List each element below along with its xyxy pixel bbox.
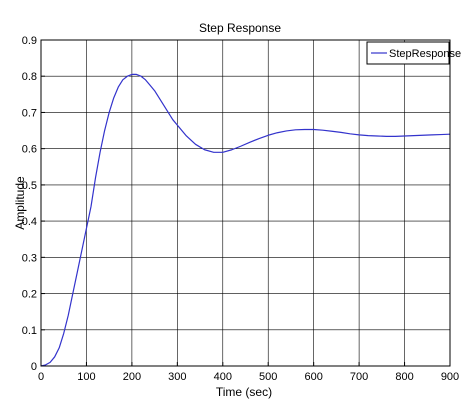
chart-title: Step Response (199, 21, 281, 35)
x-axis-label: Time (sec) (216, 385, 272, 399)
y-axis-label: Amplitude (13, 176, 27, 230)
x-tick-label: 300 (168, 371, 186, 383)
series-line-stepresponse (40, 73, 451, 367)
legend-label-stepresponse: StepResponse (389, 48, 461, 60)
y-tick-label: 0.2 (22, 289, 37, 301)
x-tick-label: 600 (304, 371, 322, 383)
y-tick-label: 0.3 (22, 252, 37, 264)
y-tick-label: 0.7 (22, 107, 37, 119)
x-tick-label: 500 (259, 371, 277, 383)
axis-ticks: 0 100 200 300 400 500 600 700 800 900 0 0.1 0.2 0.3 0.… (22, 35, 459, 383)
x-tick-label: 0 (38, 371, 44, 383)
series-layer (40, 73, 451, 367)
x-tick-label: 700 (350, 371, 368, 383)
grid-lines (41, 40, 450, 366)
y-tick-label: 0.6 (22, 144, 37, 156)
y-tick-label: 0 (31, 361, 37, 373)
x-tick-label: 100 (77, 371, 95, 383)
x-tick-label: 800 (395, 371, 413, 383)
x-tick-label: 200 (123, 371, 141, 383)
plot-area-frame (40, 39, 451, 367)
y-tick-label: 0.5 (22, 180, 37, 192)
y-tick-label: 0.1 (22, 325, 37, 337)
y-tick-label: 0.4 (22, 216, 37, 228)
y-tick-label: 0.9 (22, 35, 37, 47)
legend-box (366, 41, 450, 65)
y-tick-label: 0.8 (22, 71, 37, 83)
x-tick-label: 400 (214, 371, 232, 383)
x-tick-label: 900 (441, 371, 459, 383)
legend: StepResponse (366, 41, 461, 65)
